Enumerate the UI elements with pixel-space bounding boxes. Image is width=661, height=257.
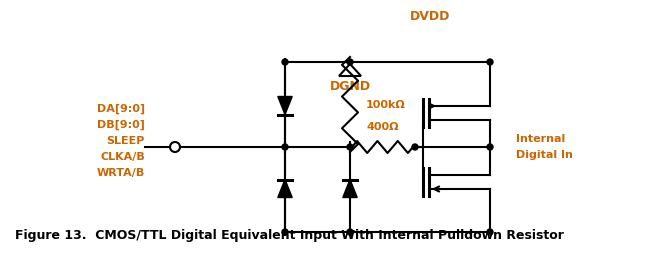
Polygon shape (343, 179, 357, 197)
Polygon shape (278, 96, 292, 115)
Text: Figure 13.  CMOS/TTL Digital Equivalent Input With Internal Pulldown Resistor: Figure 13. CMOS/TTL Digital Equivalent I… (15, 229, 564, 242)
Circle shape (347, 59, 353, 65)
Circle shape (487, 144, 493, 150)
Circle shape (282, 59, 288, 65)
Circle shape (347, 144, 353, 150)
Text: DGND: DGND (329, 80, 371, 93)
Circle shape (347, 229, 353, 235)
Circle shape (487, 229, 493, 235)
Circle shape (282, 144, 288, 150)
Text: 100kΩ: 100kΩ (366, 99, 406, 109)
Circle shape (487, 59, 493, 65)
Text: WRTA/B: WRTA/B (97, 168, 145, 178)
Circle shape (412, 144, 418, 150)
Text: CLKA/B: CLKA/B (100, 152, 145, 162)
Text: Internal: Internal (516, 134, 565, 144)
Text: Digital In: Digital In (516, 150, 573, 160)
Text: DB[9:0]: DB[9:0] (97, 120, 145, 130)
Text: 400Ω: 400Ω (366, 122, 399, 132)
Text: DVDD: DVDD (410, 10, 450, 23)
Text: DA[9:0]: DA[9:0] (97, 104, 145, 114)
Circle shape (282, 229, 288, 235)
Polygon shape (278, 179, 292, 197)
Text: SLEEP: SLEEP (106, 136, 145, 146)
